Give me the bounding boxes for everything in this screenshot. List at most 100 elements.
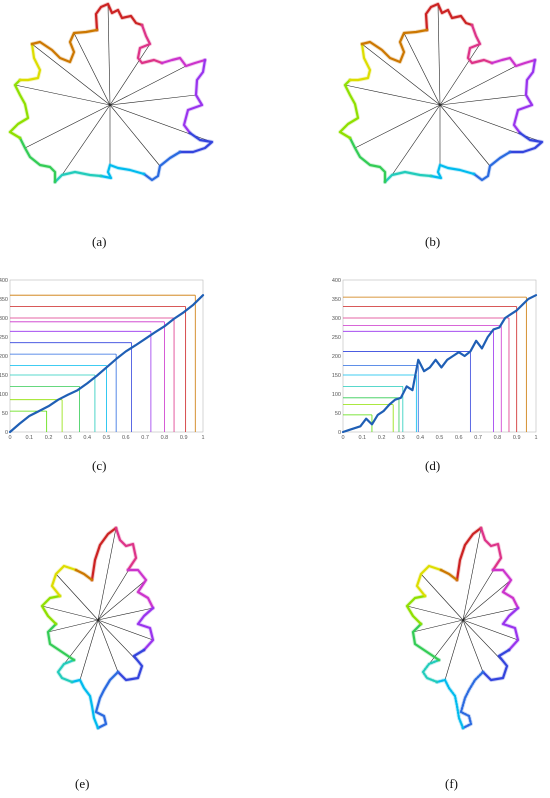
chart-d-ytick-3: 150 [332,373,341,379]
chart-d-xtick-1: 0.1 [358,435,366,441]
leaf-b-glow-11 [360,28,429,64]
chart-d-ytick-4: 200 [332,354,341,360]
chart-d: 0 0.1 0.2 0.3 0.4 0.5 0.6 0.7 0.8 0.9 1 0 50 100 150 20… [332,278,538,441]
leaf-b-spoke-5 [439,104,491,167]
leaf-a-segment-6 [99,163,146,180]
leaf-f-spoke-6 [462,619,484,673]
leaf-e-spoke-7 [79,619,99,681]
leaf-a-spoke-1 [109,43,151,106]
leaf-e-segment-10 [50,564,78,598]
leaf-b-segment-10 [348,42,372,82]
leaf-a-spoke-8 [24,104,111,149]
leaf-e-spoke-11 [55,573,99,621]
maple-leaf-contour-a [8,2,214,184]
leaf-a-spoke-5 [109,104,161,167]
leaf-e-segment-8 [46,622,76,662]
leaf-e-segment-1 [114,526,138,572]
leaf-e-spoke-6 [97,619,119,673]
leaf-f-spoke-9 [412,619,464,633]
leaf-b-segment-2 [490,56,537,68]
chart-c-ytick-1: 50 [2,411,8,417]
leaf-b-segment-4 [508,131,544,154]
chart-c: 0 0.1 0.2 0.3 0.4 0.5 0.6 0.7 0.8 0.9 1 0 50 100 150 20… [0,278,205,441]
chart-d-ytick-2: 100 [332,392,341,398]
leaf-a-segment-8 [18,136,57,184]
leaf-e-spoke-0 [97,527,117,621]
oak-leaf-contour-e [40,526,155,730]
chart-d-xtick-7: 0.7 [474,435,482,441]
leaf-b-spoke-11 [403,32,441,106]
chart-d-xtick-0: 0 [341,435,344,441]
leaf-f-segment-1 [479,526,503,572]
chart-c-xtick-1: 0.1 [25,435,33,441]
chart-d-xtick-2: 0.2 [378,435,386,441]
leaf-f-glow-6 [435,678,465,730]
leaf-b-glow-4 [508,131,544,154]
leaf-b-spoke-1 [439,43,481,106]
leaf-e-segment-0 [90,526,118,582]
leaf-f-segment-0 [455,526,483,582]
oak-leaf-contour-f [405,526,520,730]
leaf-a-segment-11 [30,28,99,64]
chart-d-xtick-5: 0.5 [436,435,444,441]
leaf-e-segment-5 [94,670,120,730]
leaf-b-spoke-8 [354,104,441,149]
leaf-a-spoke-3 [109,94,197,106]
leaf-a-glow-3 [182,58,207,135]
leaf-e-spoke-2 [97,579,147,621]
caption-e: (e) [75,776,90,791]
chart-d-ytick-8: 400 [332,278,341,284]
leaf-b-segment-0 [424,2,474,32]
leaf-a-spoke-0 [107,3,111,106]
leaf-f-segment-7 [421,658,441,684]
leaf-b-segment-8 [348,136,387,184]
leaf-a-segment-2 [160,56,207,68]
leaf-b-glow-0 [424,2,474,32]
leaf-a-glow-4 [178,131,214,154]
leaf-f-spoke-4 [462,619,519,641]
leaf-b-segment-9 [338,78,360,140]
leaf-f-spoke-10 [406,605,464,621]
leaf-a-segment-0 [94,2,144,32]
chart-d-xtick-6: 0.6 [455,435,463,441]
chart-d-xtick-8: 0.8 [494,435,502,441]
leaf-b-spoke-0 [437,3,441,106]
panel-c: 0 0.1 0.2 0.3 0.4 0.5 0.6 0.7 0.8 0.9 1 0 50 100 150 20… [0,272,230,452]
leaf-f-segment-6 [435,678,465,730]
leaf-e-segment-9 [40,594,62,626]
leaf-a-glow-8 [18,136,57,184]
chart-d-xtick-9: 0.9 [513,435,521,441]
leaf-b-spoke-7 [391,104,441,176]
panel-a [0,0,230,230]
leaf-e-spoke-9 [47,619,99,633]
leaf-e-segment-2 [126,568,155,610]
chart-d-ytick-5: 250 [332,335,341,341]
chart-d-ytick-1: 50 [335,411,341,417]
panel-e [20,520,190,760]
leaf-e-segment-3 [136,606,155,652]
chart-c-ytick-6: 300 [0,316,8,322]
chart-d-series-0 [341,294,538,434]
leaf-a-spoke-11 [73,32,111,106]
chart-c-xtick-6: 0.6 [122,435,130,441]
leaf-b-segment-5 [472,150,512,182]
chart-c-ytick-2: 100 [0,392,8,398]
caption-f: (f) [445,776,458,791]
leaf-a-segment-1 [136,23,164,65]
leaf-f-spoke-11 [420,573,464,621]
leaf-b-segment-6 [429,163,476,180]
panel-d: 0 0.1 0.2 0.3 0.4 0.5 0.6 0.7 0.8 0.9 1 0 50 100 150 20… [332,272,550,452]
leaf-a-spoke-10 [31,43,111,106]
chart-d-xtick-10: 1 [534,435,537,441]
leaf-e-segment-11 [74,568,94,582]
chart-d-ytick-7: 350 [332,297,341,303]
leaf-f-segment-2 [491,568,520,610]
leaf-e-segment-7 [56,658,76,684]
chart-c-xtick-7: 0.7 [141,435,149,441]
leaf-b-segment-11 [360,28,429,64]
leaf-e-spoke-3 [97,607,154,621]
maple-leaf-contour-b [338,2,544,184]
leaf-e-glow-0 [90,526,118,582]
leaf-b-spoke-2 [439,65,517,106]
leaf-a-segment-9 [8,78,30,140]
